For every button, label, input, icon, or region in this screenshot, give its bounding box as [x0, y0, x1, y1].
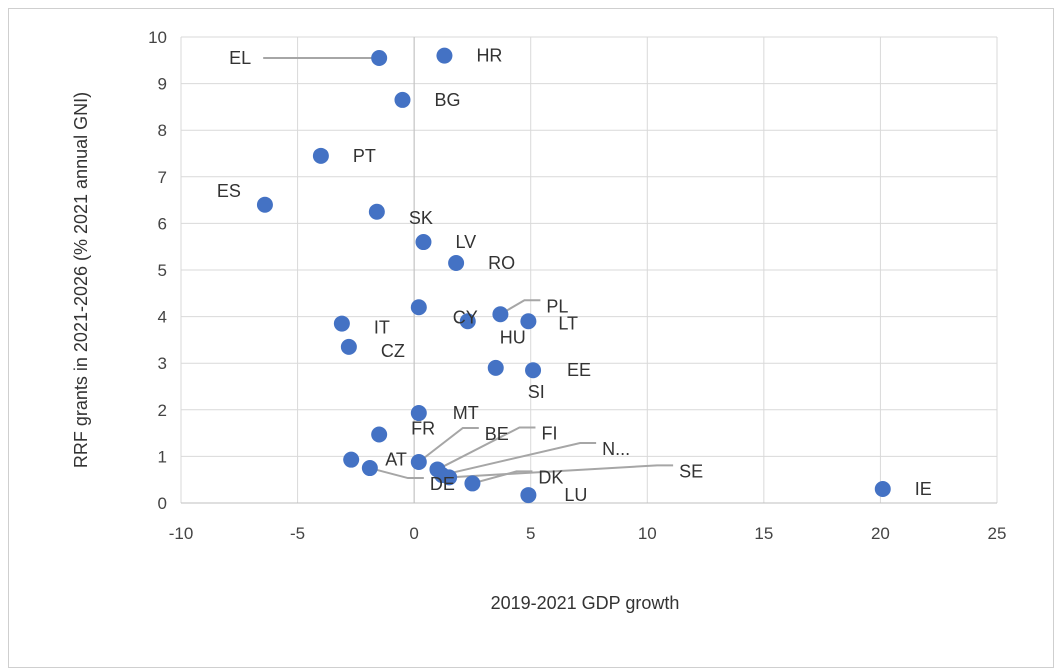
- data-point: [520, 313, 537, 330]
- leader-line: [499, 299, 541, 316]
- x-tick-label: 20: [871, 524, 890, 543]
- leader-line: [441, 442, 597, 477]
- data-point: [441, 469, 458, 486]
- y-tick-label: 2: [158, 401, 167, 420]
- data-label: FR: [411, 418, 435, 438]
- data-label: LT: [558, 313, 578, 333]
- y-tick-label: 4: [158, 308, 167, 327]
- data-label: CZ: [381, 341, 405, 361]
- data-label: SE: [679, 461, 703, 481]
- scatter-chart: -10 -5 0 5 10 15 20 25 0 1 2 3 4 5 6 7 8 9 10 2019-2021 GDP…: [71, 28, 1007, 613]
- leader-line: [437, 426, 536, 471]
- y-tick-label: 0: [158, 494, 167, 513]
- data-label: RO: [488, 253, 515, 273]
- data-point: [340, 338, 357, 355]
- data-label: LV: [455, 232, 476, 252]
- data-point: [415, 234, 432, 251]
- data-label: ES: [217, 181, 241, 201]
- y-tick-label: 1: [158, 447, 167, 466]
- y-axis-title: RRF grants in 2021-2026 (% 2021 annual G…: [71, 92, 91, 468]
- y-tick-label: 3: [158, 354, 167, 373]
- leader-line: [472, 470, 533, 485]
- data-point: [256, 196, 273, 213]
- data-point: [343, 451, 360, 468]
- leader-line: [449, 464, 674, 479]
- data-point: [410, 299, 427, 316]
- data-point: [394, 91, 411, 108]
- data-label: HR: [476, 46, 502, 66]
- data-label: N...: [602, 439, 630, 459]
- y-tick-label: 7: [158, 168, 167, 187]
- x-tick-label: 15: [754, 524, 773, 543]
- data-label: MT: [453, 403, 479, 423]
- data-label: CY: [453, 307, 478, 327]
- data-point: [464, 475, 481, 492]
- data-point: [436, 47, 453, 64]
- data-point: [492, 306, 509, 323]
- x-tick-label: -5: [290, 524, 305, 543]
- data-label: LU: [564, 485, 587, 505]
- y-tick-label: 5: [158, 261, 167, 280]
- data-label: PL: [546, 296, 568, 316]
- data-label: PT: [353, 146, 376, 166]
- x-tick-label: 10: [638, 524, 657, 543]
- leader-line: [369, 467, 424, 480]
- leader-line: [418, 426, 479, 463]
- data-point: [333, 315, 350, 332]
- data-point: [874, 481, 891, 498]
- data-label: IE: [915, 479, 932, 499]
- data-label: HU: [500, 327, 526, 347]
- data-label: EE: [567, 360, 591, 380]
- data-point: [312, 147, 329, 164]
- data-point: [371, 49, 388, 66]
- x-tick-label: 0: [409, 524, 418, 543]
- data-point: [520, 487, 537, 504]
- x-tick-label: -10: [169, 524, 194, 543]
- y-tick-label: 8: [158, 121, 167, 140]
- data-point: [410, 453, 427, 470]
- x-axis-title: 2019-2021 GDP growth: [491, 593, 680, 613]
- x-tick-label: 25: [988, 524, 1007, 543]
- data-label: EL: [229, 48, 251, 68]
- data-point: [368, 203, 385, 220]
- chart-frame: -10 -5 0 5 10 15 20 25 0 1 2 3 4 5 6 7 8 9 10 2019-2021 GDP…: [8, 8, 1054, 668]
- data-label: DE: [430, 474, 455, 494]
- data-point: [487, 359, 504, 376]
- data-point: [410, 405, 427, 422]
- data-label: IT: [374, 318, 390, 338]
- data-label: FI: [541, 423, 557, 443]
- data-label: SK: [409, 208, 433, 228]
- data-point: [459, 313, 476, 330]
- data-point: [361, 460, 378, 477]
- data-point: [525, 362, 542, 379]
- data-point: [448, 255, 465, 272]
- y-tick-label: 6: [158, 214, 167, 233]
- y-tick-label: 10: [148, 28, 167, 47]
- data-label: DK: [538, 467, 563, 487]
- data-point: [371, 426, 388, 443]
- data-label: BE: [485, 424, 509, 444]
- data-label: AT: [385, 450, 407, 470]
- data-label: SI: [528, 382, 545, 402]
- x-tick-label: 5: [526, 524, 535, 543]
- y-tick-label: 9: [158, 75, 167, 94]
- data-label: BG: [434, 90, 460, 110]
